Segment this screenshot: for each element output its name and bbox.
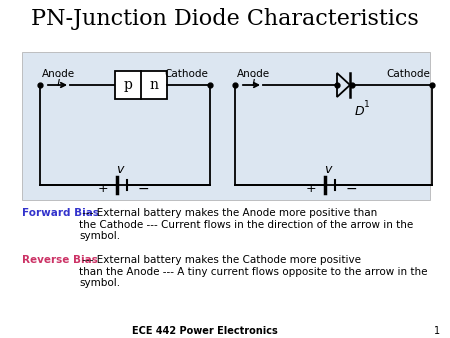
Text: --- External battery makes the Cathode more positive
than the Anode --- A tiny c: --- External battery makes the Cathode m… [79,255,428,288]
Text: Cathode: Cathode [386,69,430,79]
Text: i: i [56,76,60,89]
Text: Anode: Anode [237,69,270,79]
Text: 1: 1 [434,326,440,336]
Text: PN-Junction Diode Characteristics: PN-Junction Diode Characteristics [31,8,419,30]
Text: −: − [137,182,149,196]
Bar [22,52,430,200]
Text: Anode: Anode [42,69,75,79]
Text: Forward Bias: Forward Bias [22,208,99,218]
Bar [115,71,167,99]
Text: p: p [124,78,132,92]
Text: n: n [149,78,158,92]
Text: +: + [98,183,108,195]
Text: −: − [345,182,357,196]
Text: v: v [116,163,124,176]
Text: v: v [324,163,332,176]
Text: 1: 1 [364,100,370,109]
Text: Reverse Bias: Reverse Bias [22,255,98,265]
Text: D: D [355,105,364,118]
Text: i: i [251,76,255,89]
Text: ECE 442 Power Electronics: ECE 442 Power Electronics [132,326,278,336]
Text: Cathode: Cathode [164,69,208,79]
Text: --- External battery makes the Anode more positive than
the Cathode --- Current : --- External battery makes the Anode mor… [79,208,413,241]
Text: +: + [306,183,316,195]
